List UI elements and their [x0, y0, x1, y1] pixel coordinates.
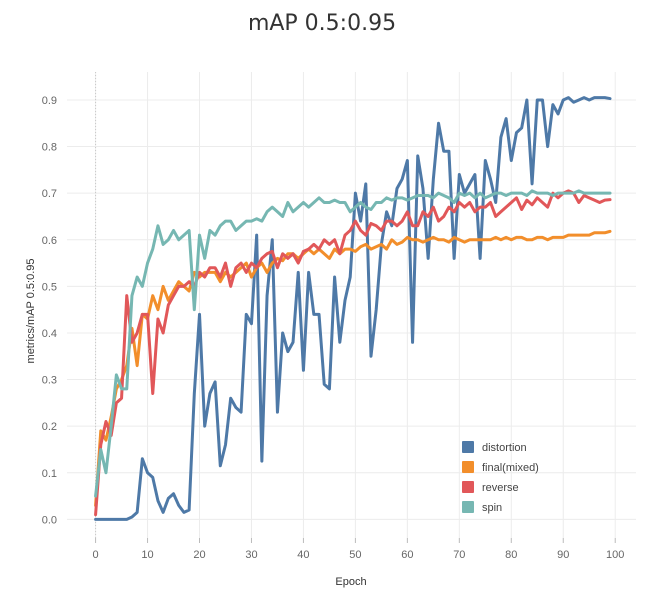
y-tick-label-1: 0.1 — [42, 468, 57, 480]
y-tick-labels: 0.0 0.1 0.2 0.3 0.4 0.5 0.6 0.7 0.8 0.9 — [42, 95, 57, 526]
x-tick-label-2: 20 — [193, 549, 205, 561]
legend-item-distortion[interactable]: distortion — [462, 441, 527, 454]
x-tick-labels: 0 10 20 30 40 50 60 70 80 90 100 — [93, 538, 624, 561]
x-tick-label-5: 50 — [349, 549, 361, 561]
x-gridlines — [95, 72, 616, 538]
legend-label-spin: spin — [482, 502, 502, 514]
x-tick-label-0: 0 — [93, 549, 99, 561]
x-tick-label-8: 80 — [505, 549, 517, 561]
x-tick-label-6: 60 — [401, 549, 413, 561]
x-tick-label-7: 70 — [453, 549, 465, 561]
series-line-distortion — [94, 96, 612, 521]
x-tick-label-10: 100 — [606, 549, 624, 561]
legend[interactable]: distortion final(mixed) reverse spin — [462, 441, 539, 514]
legend-item-final-mixed[interactable]: final(mixed) — [462, 461, 539, 474]
y-gridlines — [67, 99, 636, 520]
series-line-reverse — [94, 189, 612, 517]
x-tick-label-3: 30 — [245, 549, 257, 561]
x-axis-title: Epoch — [335, 576, 366, 588]
y-tick-label-7: 0.7 — [42, 188, 57, 200]
legend-swatch-distortion — [462, 441, 474, 453]
y-tick-label-8: 0.8 — [42, 142, 57, 154]
series-line-spin — [94, 189, 612, 498]
y-tick-label-5: 0.5 — [42, 281, 57, 293]
legend-item-reverse[interactable]: reverse — [462, 481, 519, 494]
y-tick-label-4: 0.4 — [42, 328, 57, 340]
y-axis-title: metrics/mAP 0.5:0.95 — [25, 259, 37, 364]
y-tick-label-2: 0.2 — [42, 421, 57, 433]
x-tick-label-4: 40 — [297, 549, 309, 561]
series-lines — [94, 96, 612, 521]
y-tick-label-3: 0.3 — [42, 375, 57, 387]
x-tick-label-1: 10 — [141, 549, 153, 561]
legend-swatch-final-mixed — [462, 461, 474, 473]
x-tick-label-9: 90 — [557, 549, 569, 561]
chart-title: mAP 0.5:0.95 — [248, 11, 396, 36]
legend-swatch-reverse — [462, 481, 474, 493]
legend-label-reverse: reverse — [482, 482, 519, 494]
y-tick-label-9: 0.9 — [42, 95, 57, 107]
y-tick-label-0: 0.0 — [42, 514, 57, 526]
y-tick-label-6: 0.6 — [42, 235, 57, 247]
legend-label-final-mixed: final(mixed) — [482, 462, 539, 474]
legend-item-spin[interactable]: spin — [462, 501, 502, 514]
legend-swatch-spin — [462, 501, 474, 513]
legend-label-distortion: distortion — [482, 442, 527, 454]
series-line-final-mixed — [94, 229, 612, 507]
